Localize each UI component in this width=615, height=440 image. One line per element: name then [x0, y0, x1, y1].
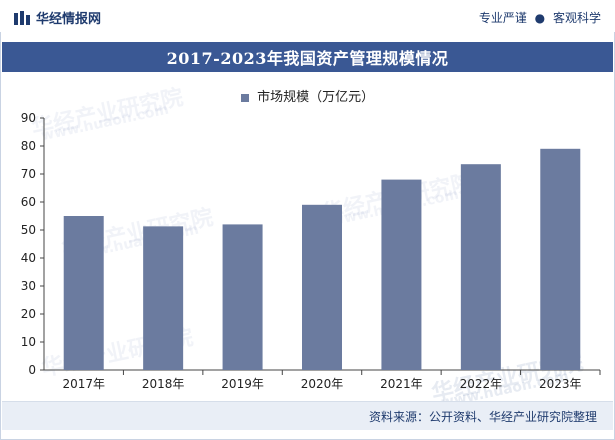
y-tick-label: 0 — [28, 363, 36, 377]
y-tick-label: 30 — [21, 279, 36, 293]
chart-title: 2017-2023年我国资产管理规模情况 — [166, 49, 449, 68]
bar — [143, 226, 184, 370]
tagline-left: 专业严谨 — [478, 11, 527, 25]
x-tick-label: 2019年 — [221, 377, 264, 391]
y-tick-label: 10 — [21, 335, 36, 349]
legend-swatch — [240, 93, 249, 102]
y-tick-label: 60 — [21, 195, 36, 209]
bar — [63, 216, 104, 370]
x-tick-label: 2017年 — [62, 377, 105, 391]
chart-title-bar: 2017-2023年我国资产管理规模情况 — [2, 42, 613, 72]
brand: 华经情报网 — [14, 8, 101, 27]
y-tick-label: 40 — [21, 251, 36, 265]
source-footer: 资料来源：公开资料、华经产业研究院整理 — [2, 401, 613, 430]
source-text: 资料来源：公开资料、华经产业研究院整理 — [368, 410, 597, 424]
top-bar: 华经情报网 专业严谨 ● 客观科学 — [0, 0, 615, 32]
bar — [222, 224, 263, 370]
y-tick-label: 70 — [21, 167, 36, 181]
y-tick-label: 90 — [21, 111, 36, 125]
y-tick-label: 50 — [21, 223, 36, 237]
x-tick-label: 2021年 — [380, 377, 423, 391]
tagline-separator-dot-icon: ● — [534, 11, 546, 25]
bar — [381, 179, 422, 370]
x-tick-label: 2018年 — [142, 377, 185, 391]
bar — [460, 164, 501, 370]
x-tick-label: 2020年 — [301, 377, 344, 391]
bar — [302, 204, 342, 370]
x-tick-label: 2022年 — [460, 377, 503, 391]
y-tick-label: 20 — [21, 307, 36, 321]
tagline: 专业严谨 ● 客观科学 — [479, 9, 601, 26]
brand-logo-icon — [14, 10, 30, 25]
tagline-right: 客观科学 — [552, 11, 601, 25]
y-tick-label: 80 — [21, 139, 36, 153]
legend-label: 市场规模（万亿元） — [257, 90, 375, 105]
chart-legend: 市场规模（万亿元） — [0, 86, 615, 105]
x-tick-label: 2023年 — [539, 377, 582, 391]
brand-name: 华经情报网 — [36, 12, 102, 27]
bar — [540, 148, 581, 370]
